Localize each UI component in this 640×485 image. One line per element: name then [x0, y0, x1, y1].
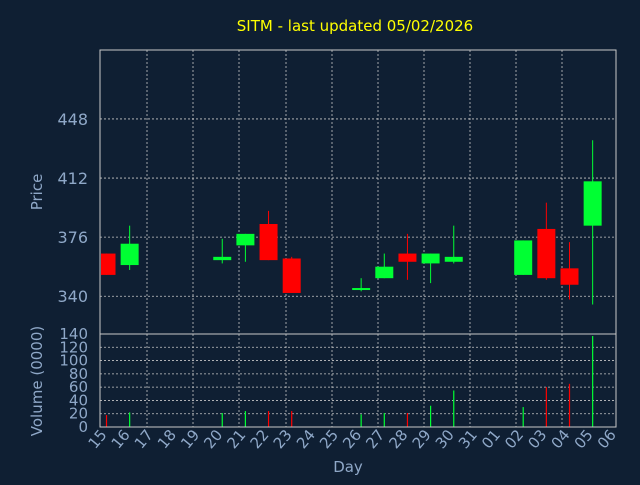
candle-body — [236, 233, 255, 246]
price-axis-label: Price — [28, 174, 46, 211]
price-tick-label: 448 — [57, 110, 88, 129]
candle-body — [282, 258, 301, 293]
candle-body — [583, 181, 602, 226]
candle-body — [375, 266, 394, 279]
candle-body — [101, 253, 116, 275]
volume-tick-label: 100 — [59, 352, 88, 370]
candle-body — [421, 253, 440, 264]
candle-body — [120, 243, 139, 266]
volume-panel-frame — [99, 333, 617, 428]
price-tick-label: 412 — [57, 169, 88, 188]
candle-body — [213, 256, 232, 261]
price-tick-label: 376 — [57, 228, 88, 247]
volume-tick-label: 0 — [78, 418, 88, 436]
candle-body — [537, 228, 556, 279]
volume-tick-label: 20 — [69, 405, 88, 423]
candle-body — [514, 240, 533, 275]
volume-tick-label: 80 — [69, 365, 88, 383]
candle-body — [398, 253, 417, 262]
x-axis-label: Day — [333, 458, 363, 476]
candle-body — [444, 256, 463, 262]
candle-body — [352, 288, 371, 291]
volume-tick-label: 140 — [59, 325, 88, 343]
chart-title: SITM - last updated 05/02/2026 — [237, 17, 473, 35]
candle-body — [259, 224, 278, 261]
candlestick-series — [101, 140, 602, 305]
volume-tick-label: 40 — [69, 391, 88, 409]
price-tick-label: 340 — [57, 287, 88, 306]
candle-body — [560, 268, 579, 285]
volume-axis-label: Volume (0000) — [28, 326, 46, 436]
volume-tick-label: 60 — [69, 378, 88, 396]
volume-tick-label: 120 — [59, 338, 88, 356]
x-axis-ticks: 1516171819202122232425262728293031010203… — [85, 426, 620, 452]
price-axis-ticks: 340 376 412 448 — [57, 110, 88, 306]
volume-series — [105, 335, 594, 427]
